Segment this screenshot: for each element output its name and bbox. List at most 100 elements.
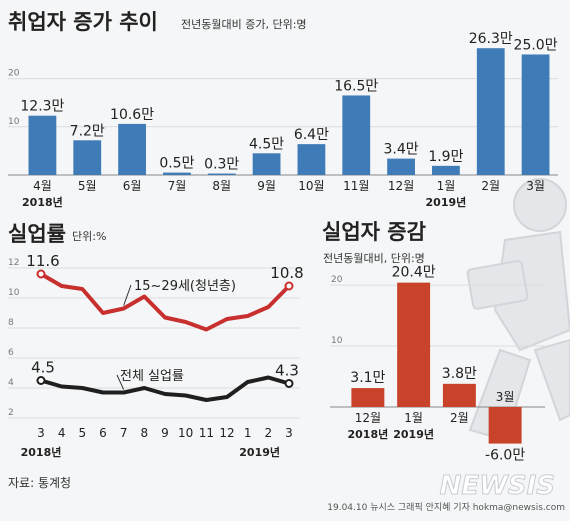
chart1-title: 취업자 증가 추이: [8, 10, 158, 34]
chart1-year-label: 2019년: [426, 195, 467, 209]
chart2-x-tick: 11: [199, 426, 214, 440]
chart1-value-label: 0.3만: [204, 157, 239, 173]
chart1-x-tick: 5월: [78, 179, 97, 193]
chart3-year-labels: 2018년 2019년: [348, 427, 435, 441]
chart1-year-labels: 2018년 2019년: [22, 195, 466, 209]
chart1-value-label: 12.3만: [20, 99, 64, 115]
chart1-x-tick: 6월: [123, 179, 142, 193]
runner-figure-icon: [466, 178, 570, 442]
chart1-year-label: 2018년: [22, 195, 63, 209]
chart1-x-tick: 4월: [33, 179, 52, 193]
chart1-x-tick: 12월: [388, 179, 414, 193]
chart3-x-tick: 2월: [450, 411, 469, 425]
chart1-bar: [207, 173, 236, 175]
chart3-y-tick: 10: [331, 336, 343, 346]
chart1-bar: [521, 54, 550, 175]
chart2-lines: [39, 272, 291, 402]
chart1-value-label: 10.6만: [110, 107, 154, 123]
chart3-year-label: 2019년: [393, 427, 434, 441]
chart1-bar: [28, 115, 57, 175]
chart1-subtitle: 전년동월대비 증가, 단위:명: [181, 18, 307, 31]
chart3-value-labels: 3.1만 20.4만 3.8만 -6.0만: [350, 265, 525, 464]
chart2-x-tick: 4: [58, 426, 66, 440]
chart2-y-tick: 10: [8, 288, 20, 298]
chart2-y-tick: 8: [8, 318, 14, 328]
chart1-value-labels: 12.3만 7.2만 10.6만 0.5만 0.3만 4.5만 6.4만 16.5만 3.4만 1…: [20, 31, 557, 172]
chart1-value-label: 6.4만: [294, 127, 329, 143]
chart2-y-tick: 4: [8, 378, 14, 388]
chart1-value-label: 16.5만: [334, 78, 378, 94]
chart1-value-label: 25.0만: [514, 37, 558, 53]
chart1-bar: [297, 144, 326, 175]
chart3-bars: [351, 282, 522, 444]
chart2-endpoint: [284, 281, 294, 291]
chart1-bar: [73, 140, 102, 175]
chart3-x-tick: 12월: [355, 411, 381, 425]
chart1-bar: [118, 123, 146, 175]
chart1-value-label: 0.5만: [159, 156, 194, 172]
chart2-series-line: [40, 375, 290, 402]
byline-text: 19.04.10 뉴시스 그래픽 안지혜 기자 hokma@newsis.com: [327, 501, 565, 513]
chart1-x-tick: 10월: [298, 179, 324, 193]
chart2-x-tick: 8: [141, 426, 149, 440]
chart2-year-label: 2019년: [239, 445, 280, 459]
chart2-points: [36, 269, 294, 388]
chart3-x-tick: 1월: [404, 411, 423, 425]
chart2-title: 실업률: [8, 222, 66, 246]
chart2-endpoint: [36, 376, 46, 385]
chart2-x-tick: 5: [79, 426, 87, 440]
chart1-x-tick: 8월: [212, 179, 231, 193]
chart2-endpoint: [36, 269, 46, 279]
chart1-bar: [252, 153, 281, 175]
chart1-bar: [432, 165, 460, 175]
chart2-x-tick: 9: [161, 426, 169, 440]
chart1-x-tick: 11월: [343, 179, 369, 193]
chart3-value-label: 3.8만: [442, 366, 477, 382]
chart1-bar: [387, 158, 415, 175]
chart3-subtitle: 전년동월대비, 단위:명: [323, 252, 425, 265]
chart2-x-tick: 6: [99, 426, 107, 440]
chart3-x-ticks: 12월 1월 2월 3월: [355, 390, 515, 425]
chart1-x-tick: 9월: [257, 179, 276, 193]
chart3-title: 실업자 증감: [322, 220, 426, 244]
chart2-year-labels: 2018년 2019년: [21, 445, 280, 459]
chart1-bars: [28, 48, 550, 176]
chart3-bar: [442, 383, 476, 407]
chart3-value-label: 20.4만: [392, 265, 436, 281]
chart3-bar: [488, 407, 522, 444]
chart1-x-tick: 2월: [481, 179, 500, 193]
chart1-value-label: 26.3만: [469, 31, 513, 47]
chart2-x-tick: 1: [244, 426, 252, 440]
chart3-x-tick: 3월: [496, 390, 515, 404]
chart1-value-label: 3.4만: [384, 142, 419, 158]
chart2-labels: 11.6 10.8 4.5 4.3 15~29세(청년층) 전체 실업률: [26, 252, 304, 390]
chart2-leader-line: [123, 284, 132, 306]
source-text: 자료: 통계청: [8, 476, 71, 490]
chart2-x-tick: 3: [37, 426, 45, 440]
chart2-end-label: 10.8: [270, 264, 303, 282]
chart3-y-tick: 20: [331, 275, 343, 285]
chart1-value-label: 4.5만: [249, 136, 284, 152]
chart2-y-tick: 12: [8, 258, 19, 268]
chart1-y-tick: 20: [8, 69, 20, 79]
chart2-leader-line: [116, 374, 125, 390]
watermark-logo: NEWSIS: [440, 471, 555, 501]
chart2-series-line: [39, 272, 291, 332]
chart2-y-tick: 2: [8, 408, 14, 418]
chart1-x-tick: 3월: [526, 179, 545, 193]
chart2-x-tick: 12: [219, 426, 234, 440]
chart1-bar: [476, 48, 505, 176]
chart2-x-tick: 7: [120, 426, 128, 440]
chart3-year-label: 2018년: [348, 427, 389, 441]
chart2-endpoint: [284, 379, 294, 388]
chart2-subtitle: 단위:%: [72, 230, 106, 243]
chart2-x-ticks: 3 4 5 6 7 8 9 10 11 12 1 2 3: [37, 426, 293, 440]
chart2-series-name: 전체 실업률: [120, 369, 184, 384]
chart1-x-tick: 7월: [168, 179, 187, 193]
chart1-y-tick: 10: [8, 117, 20, 127]
chart2-grid: 2 4 6 8 10 12: [8, 258, 300, 419]
chart2-start-label: 4.5: [31, 359, 55, 377]
chart3-value-label: 3.1만: [350, 370, 385, 386]
chart2-y-tick: 6: [8, 348, 14, 358]
